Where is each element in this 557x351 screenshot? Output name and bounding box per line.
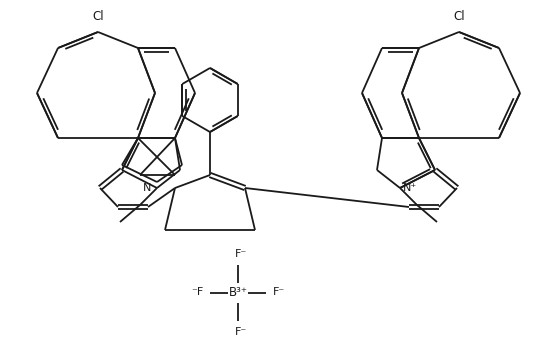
Text: N: N xyxy=(143,183,151,193)
Text: N⁺: N⁺ xyxy=(403,183,417,193)
Text: F⁻: F⁻ xyxy=(235,249,247,259)
Text: F⁻: F⁻ xyxy=(235,327,247,337)
Text: F⁻: F⁻ xyxy=(273,287,285,297)
Text: Cl: Cl xyxy=(92,11,104,24)
Text: ⁻F: ⁻F xyxy=(191,287,203,297)
Text: B³⁺: B³⁺ xyxy=(228,286,247,299)
Text: Cl: Cl xyxy=(453,11,465,24)
